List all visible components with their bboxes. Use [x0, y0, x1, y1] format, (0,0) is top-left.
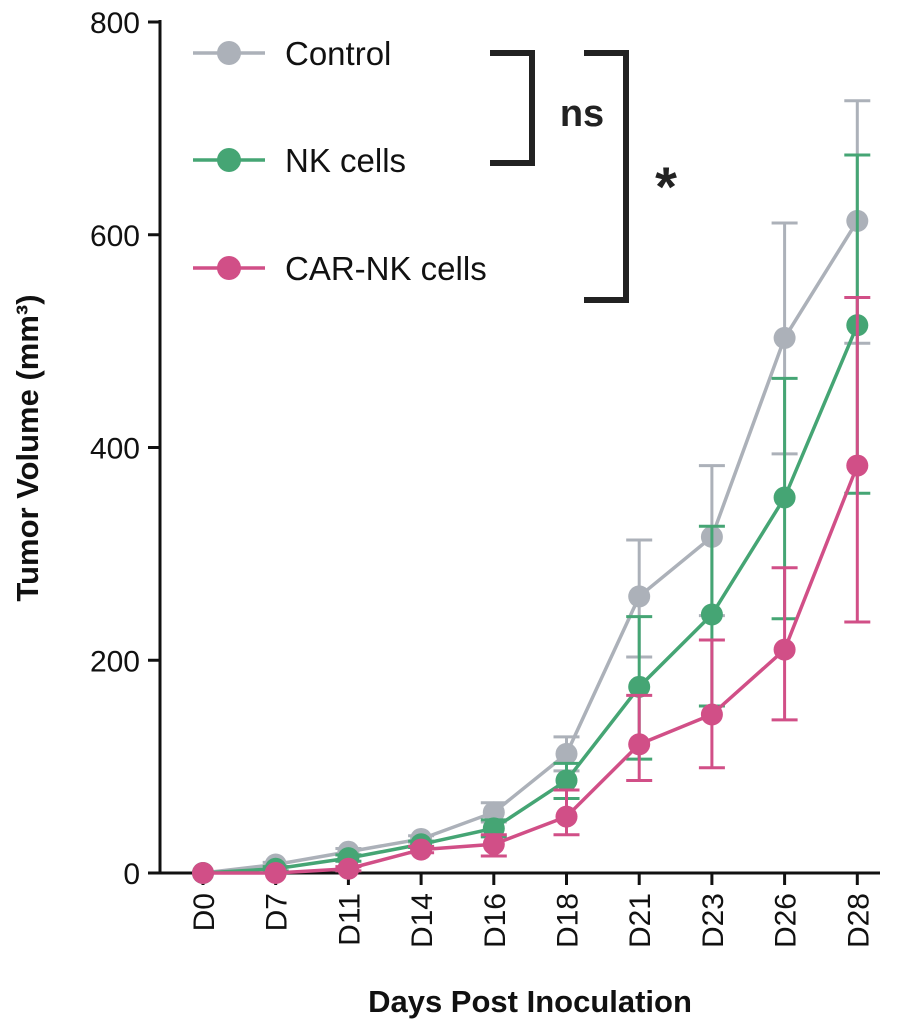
y-tick-label: 600	[90, 220, 140, 253]
legend-label: NK cells	[285, 142, 406, 179]
series-line	[202, 219, 859, 875]
data-point	[700, 603, 723, 626]
data-point	[628, 675, 651, 698]
x-tick-label: D16	[479, 893, 512, 948]
series-car-nk-cells	[192, 296, 871, 884]
data-point	[555, 742, 578, 765]
data-point	[773, 638, 796, 661]
data-point	[773, 486, 796, 509]
x-tick-label: D28	[842, 893, 875, 948]
legend-marker	[217, 256, 241, 280]
y-tick-label: 0	[123, 858, 140, 891]
data-point	[555, 769, 578, 792]
legend-item: Control	[193, 35, 391, 72]
legend-item: NK cells	[193, 142, 406, 179]
legend: Control NK cells CAR-NK cells	[193, 35, 487, 287]
significance-annotations: ns *	[490, 50, 677, 303]
series-line	[202, 324, 859, 875]
x-tick-label: D23	[697, 893, 730, 948]
data-point	[482, 801, 505, 824]
data-point	[628, 585, 651, 608]
data-point	[773, 326, 796, 349]
series-layer	[192, 99, 871, 884]
x-tick-label: D26	[770, 893, 803, 948]
legend-label: Control	[285, 35, 391, 72]
legend-item: CAR-NK cells	[193, 250, 487, 287]
series-control	[192, 99, 871, 884]
y-tick-label: 200	[90, 645, 140, 678]
data-point	[192, 862, 214, 884]
x-tick-label: D14	[406, 893, 439, 948]
bracket-ns	[490, 50, 535, 166]
x-axis-label: Days Post Inoculation	[368, 984, 692, 1019]
legend-marker	[217, 148, 241, 172]
x-tick-label: D0	[188, 893, 221, 931]
x-tick-label: D21	[624, 893, 657, 948]
y-tick-label: 800	[90, 7, 140, 40]
x-tick-label: D18	[552, 893, 585, 948]
x-tick-label: D7	[261, 893, 294, 931]
data-point	[264, 862, 287, 884]
bracket-significant	[584, 50, 629, 303]
data-point	[337, 857, 360, 880]
data-point	[482, 833, 505, 856]
annotation-asterisk: *	[655, 155, 677, 218]
y-tick-label: 400	[90, 433, 140, 466]
annotation-ns: ns	[560, 93, 604, 135]
data-point	[628, 733, 651, 756]
x-tick-label: D11	[333, 893, 366, 946]
data-point	[410, 838, 433, 861]
data-point	[555, 805, 578, 828]
legend-marker	[217, 41, 241, 65]
series-line	[203, 464, 859, 875]
data-point	[846, 454, 869, 477]
legend-label: CAR-NK cells	[285, 250, 487, 287]
y-axis-label: Tumor Volume (mm³)	[10, 294, 45, 601]
data-point	[700, 703, 723, 726]
axes: 0 200 400 600 800 D0 D7 D11 D14 D16 D18 D21 D23 D26 D2…	[90, 7, 880, 948]
